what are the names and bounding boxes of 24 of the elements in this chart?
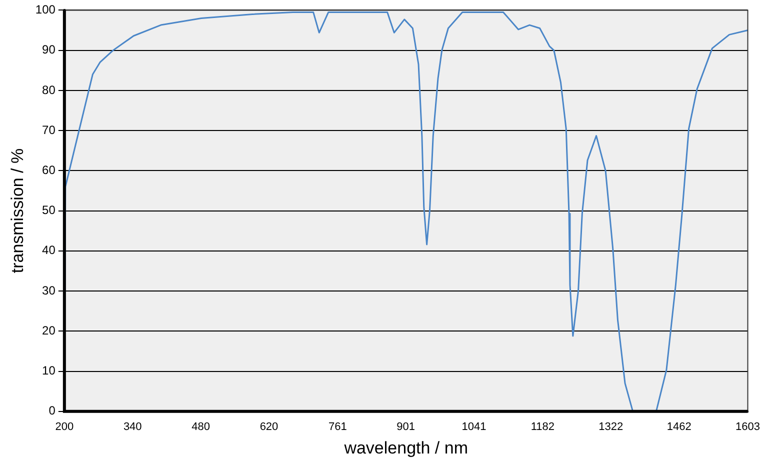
y-tick-label: 20 <box>42 323 56 338</box>
y-tick-label: 50 <box>42 203 56 218</box>
y-tick-label: 100 <box>35 2 56 17</box>
x-axis-title: wavelength / nm <box>343 438 468 458</box>
x-tick-label: 1603 <box>736 421 760 434</box>
y-tick-label: 60 <box>42 162 56 177</box>
y-tick-label: 70 <box>42 122 56 137</box>
x-tick-label: 901 <box>396 421 416 434</box>
x-tick-label: 1462 <box>666 421 692 434</box>
y-axis-title: transmission / % <box>8 148 27 274</box>
x-tick-label: 1041 <box>462 421 486 434</box>
y-tick-label: 0 <box>48 404 56 418</box>
y-tick-label: 30 <box>42 283 56 298</box>
y-tick-label: 10 <box>42 364 56 378</box>
x-tick-label: 480 <box>192 421 210 434</box>
x-tick-label: 1322 <box>598 421 624 434</box>
x-tick-label: 1182 <box>530 421 555 434</box>
y-tick-label: 80 <box>42 82 56 97</box>
y-tick-label: 40 <box>42 243 56 258</box>
x-tick-label: 200 <box>55 421 74 434</box>
x-tick-label: 620 <box>260 421 278 434</box>
x-tick-label: 340 <box>123 421 142 434</box>
y-tick-label: 90 <box>42 42 56 57</box>
x-tick-label: 761 <box>328 421 347 434</box>
